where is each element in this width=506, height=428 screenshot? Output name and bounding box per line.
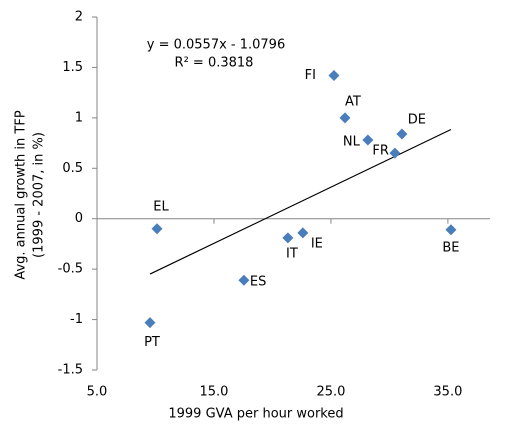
trendline xyxy=(149,128,452,275)
trend-r-squared: R² = 0.3818 xyxy=(175,56,254,71)
point xyxy=(445,224,457,236)
point xyxy=(144,317,156,329)
point xyxy=(362,134,374,146)
y-tick-label: 1 xyxy=(75,110,83,125)
point-label: PT xyxy=(144,335,160,350)
y-axis-title: (1999 - 2007, in %) xyxy=(32,132,47,258)
point-label: BE xyxy=(442,240,459,255)
point-label: FI xyxy=(305,68,316,83)
point xyxy=(238,274,250,286)
y-tick-label: -0.5 xyxy=(58,262,83,277)
x-tick-label: 25.0 xyxy=(316,385,345,400)
point xyxy=(396,128,408,140)
x-axis-title: 1999 GVA per hour worked xyxy=(168,407,343,422)
trend-equation: y = 0.0557x - 1.0796 xyxy=(147,38,285,53)
point xyxy=(282,232,294,244)
point-label: IE xyxy=(311,236,323,251)
x-tick-label: 15.0 xyxy=(199,385,228,400)
point xyxy=(389,147,401,159)
y-tick-label: 1.5 xyxy=(62,60,83,75)
point-label: IT xyxy=(286,246,298,261)
point xyxy=(339,112,351,124)
y-tick-label: 0.5 xyxy=(62,161,83,176)
point-label: AT xyxy=(345,94,361,109)
point-label: FR xyxy=(372,144,389,159)
y-tick-label: -1 xyxy=(70,312,83,327)
y-tick-label: 2 xyxy=(75,10,83,25)
y-axis-title: Avg. annual growth in TFP xyxy=(14,110,29,280)
point xyxy=(328,69,340,81)
y-tick-label: 0 xyxy=(75,211,83,226)
point-label: EL xyxy=(153,199,169,214)
point-label: DE xyxy=(408,112,426,127)
y-tick-label: -1.5 xyxy=(58,363,83,378)
x-tick-label: 35.0 xyxy=(433,385,462,400)
point-label: ES xyxy=(250,275,266,290)
x-tick-label: 5.0 xyxy=(87,385,108,400)
point-label: NL xyxy=(343,135,361,150)
point xyxy=(151,223,163,235)
point xyxy=(297,227,309,239)
